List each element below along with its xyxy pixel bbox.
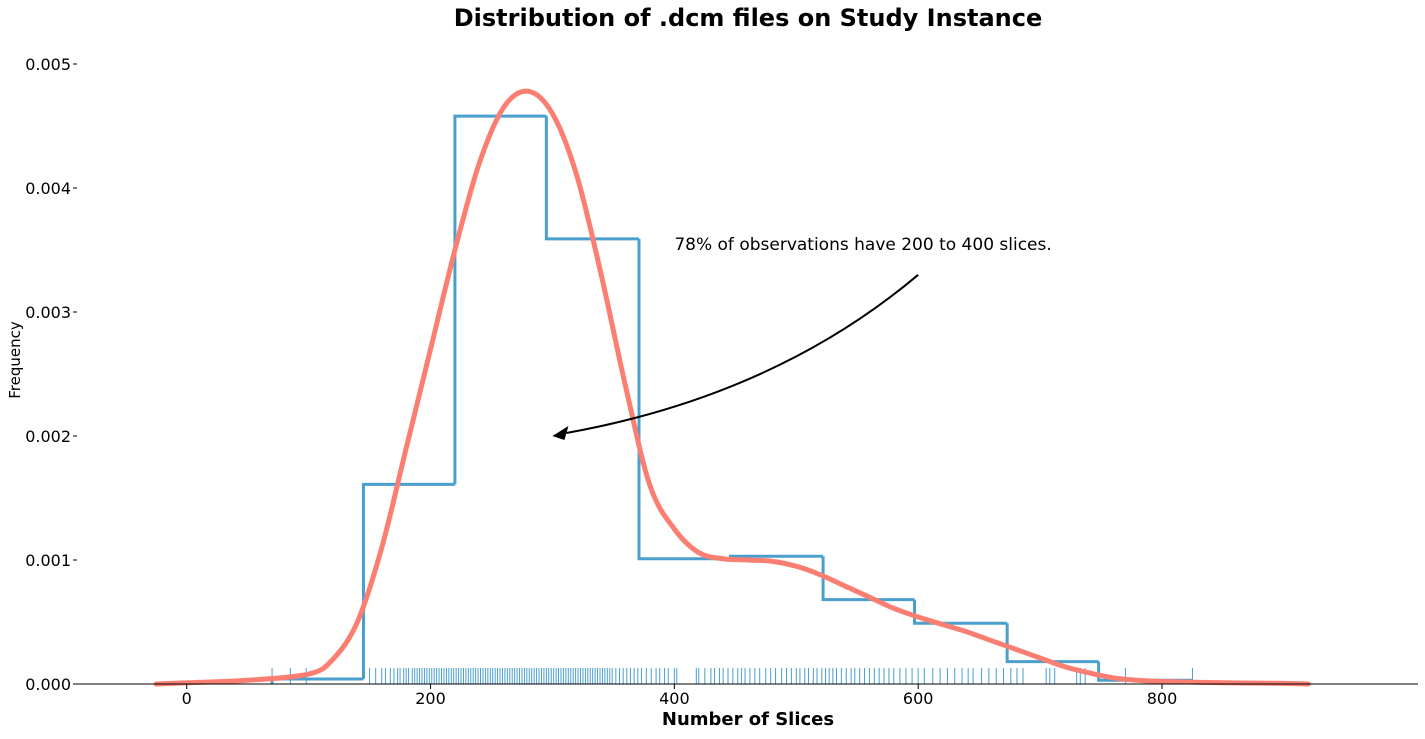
kde-curve <box>153 88 1311 687</box>
y-tick-label: 0.002 <box>25 427 71 446</box>
x-tick-label: 400 <box>659 689 690 708</box>
y-tick-label: 0.001 <box>25 551 71 570</box>
histogram-bin <box>1005 623 1099 664</box>
histogram-bin <box>453 114 547 485</box>
histogram-bin <box>637 238 731 561</box>
x-axis-label: Number of Slices <box>662 709 834 730</box>
histogram-bin <box>361 482 455 680</box>
annotation-text: 78% of observations have 200 to 400 slic… <box>674 235 1051 255</box>
x-tick-label: 800 <box>1147 689 1178 708</box>
plot-area <box>153 88 1311 687</box>
x-tick-label: 200 <box>415 689 446 708</box>
histogram-steps <box>270 114 1193 684</box>
y-tick-label: 0.000 <box>25 675 71 694</box>
annotation-arrow-head <box>552 426 569 440</box>
y-tick-label: 0.004 <box>25 179 71 198</box>
histogram-bin <box>821 556 915 602</box>
histogram-bin <box>913 599 1008 625</box>
histogram-bin <box>544 116 640 241</box>
x-tick-label: 600 <box>903 689 934 708</box>
annotation-arrow-line <box>566 274 919 434</box>
y-axis-label: Frequency <box>6 321 24 399</box>
y-tick-label: 0.005 <box>25 55 71 74</box>
rug-plot <box>271 668 1193 684</box>
axes: 0 200 400 600 800 0.000 0.001 0.002 0.003 0.004 0.… <box>25 55 1418 708</box>
y-tick-label: 0.003 <box>25 303 71 322</box>
x-tick-label: 0 <box>182 689 192 708</box>
chart-title: Distribution of .dcm files on Study Inst… <box>454 4 1042 32</box>
